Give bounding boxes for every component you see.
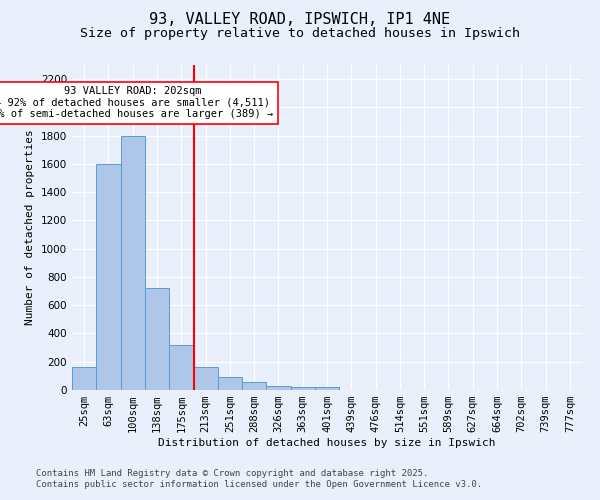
Bar bbox=[72, 368, 96, 390]
Text: Contains HM Land Registry data © Crown copyright and database right 2025.: Contains HM Land Registry data © Crown c… bbox=[36, 468, 428, 477]
Text: Size of property relative to detached houses in Ipswich: Size of property relative to detached ho… bbox=[80, 28, 520, 40]
Bar bbox=[290, 387, 315, 390]
Y-axis label: Number of detached properties: Number of detached properties bbox=[25, 130, 35, 326]
Bar bbox=[266, 386, 290, 390]
X-axis label: Distribution of detached houses by size in Ipswich: Distribution of detached houses by size … bbox=[158, 438, 496, 448]
Bar bbox=[169, 345, 193, 390]
Bar bbox=[193, 368, 218, 390]
Bar bbox=[242, 382, 266, 390]
Text: 93 VALLEY ROAD: 202sqm
← 92% of detached houses are smaller (4,511)
8% of semi-d: 93 VALLEY ROAD: 202sqm ← 92% of detached… bbox=[0, 86, 274, 120]
Text: Contains public sector information licensed under the Open Government Licence v3: Contains public sector information licen… bbox=[36, 480, 482, 489]
Bar bbox=[315, 387, 339, 390]
Text: 93, VALLEY ROAD, IPSWICH, IP1 4NE: 93, VALLEY ROAD, IPSWICH, IP1 4NE bbox=[149, 12, 451, 28]
Bar bbox=[218, 378, 242, 390]
Bar bbox=[96, 164, 121, 390]
Bar bbox=[145, 288, 169, 390]
Bar bbox=[121, 136, 145, 390]
